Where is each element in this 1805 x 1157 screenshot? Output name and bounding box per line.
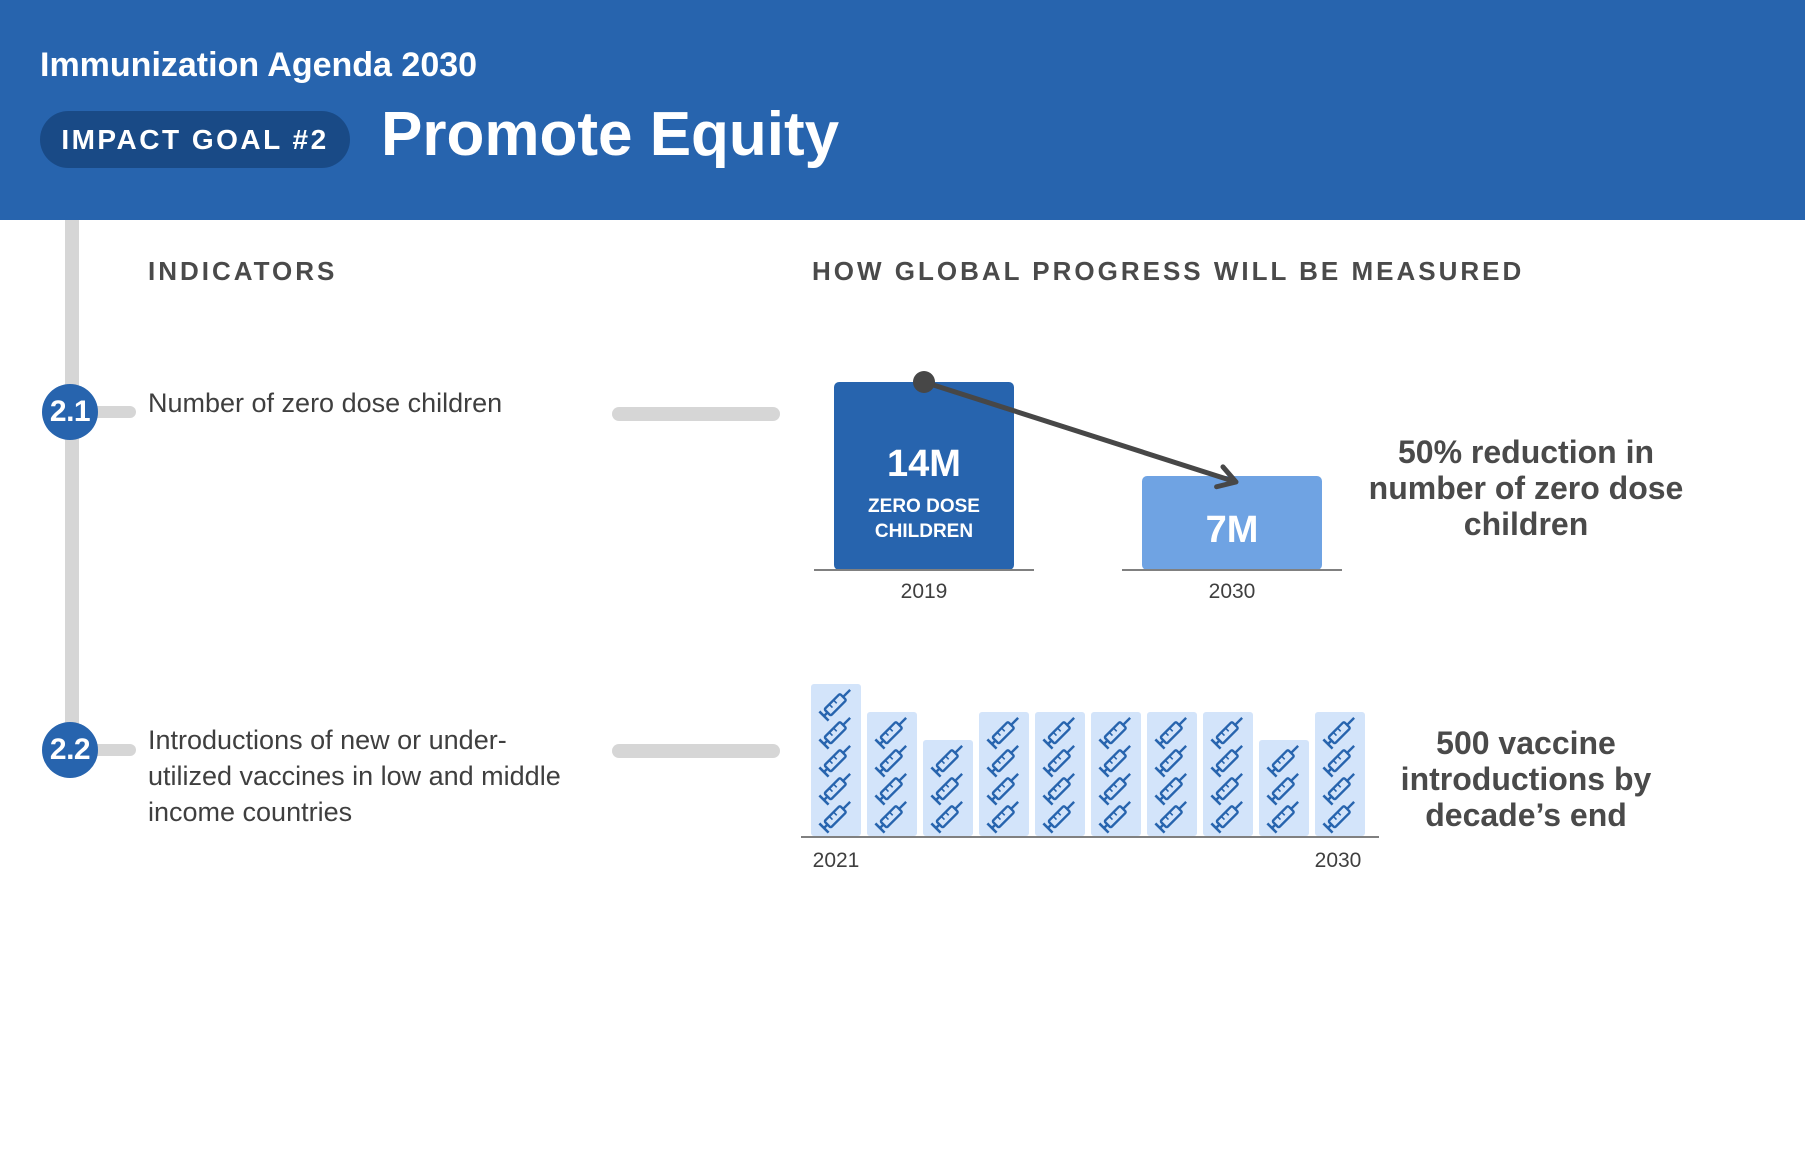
bar-2030 [1142, 476, 1322, 570]
bar-2019 [834, 382, 1014, 570]
syringe-icon [930, 745, 963, 778]
bar-background [811, 684, 861, 836]
impact-goal-badge: IMPACT GOAL #2 [40, 111, 350, 168]
bar-sublabel-line-2: CHILDREN [875, 521, 973, 542]
trend-arrow-dot [913, 371, 935, 393]
tick-label-end: 2030 [1314, 849, 1362, 872]
syringe-icon [986, 773, 1019, 806]
trend-arrow-line [923, 379, 1237, 485]
indicators-heading: INDICATORS [148, 256, 338, 286]
trend-arrow-head [1214, 464, 1239, 490]
syringe-icon [1098, 745, 1131, 778]
data-label-2030: 7M [1206, 509, 1259, 551]
syringe-icon [1042, 801, 1075, 834]
bar-background [923, 740, 973, 836]
tick-label-2030: 2030 [1208, 580, 1256, 603]
syringe-icon [1154, 745, 1187, 778]
syringe-icon [1210, 717, 1243, 750]
syringe-icon [1322, 745, 1355, 778]
bar-3 [923, 740, 973, 836]
indicator-text-2-2: Introductions of new or under-utilized v… [148, 725, 561, 827]
indicator-badge-2-2: 2.2 [42, 722, 98, 778]
syringe-icon [986, 717, 1019, 750]
syringe-icon [818, 745, 851, 778]
syringe-icon [1322, 773, 1355, 806]
syringe-icon [930, 801, 963, 834]
syringe-icon [1266, 745, 1299, 778]
syringe-icon [1042, 745, 1075, 778]
syringe-icon [1210, 773, 1243, 806]
syringe-icon [818, 689, 851, 722]
syringe-icon [1266, 801, 1299, 834]
bar-sublabel-line-1: ZERO DOSE [868, 496, 980, 517]
syringe-icon [1154, 801, 1187, 834]
syringe-icon [1042, 717, 1075, 750]
bar-1 [811, 684, 861, 836]
syringe-icon [1154, 773, 1187, 806]
bar-10 [1315, 712, 1365, 836]
row-connector-2 [612, 744, 780, 758]
bar-background [1259, 740, 1309, 836]
syringe-icon [1098, 801, 1131, 834]
syringe-icon [1210, 745, 1243, 778]
row-connector-1 [612, 407, 780, 421]
syringe-icon [818, 801, 851, 834]
tick-label-start: 2021 [812, 849, 860, 872]
syringe-icon [818, 773, 851, 806]
syringe-icon [874, 801, 907, 834]
bar-9 [1259, 740, 1309, 836]
syringe-icon [874, 773, 907, 806]
syringe-icon [930, 773, 963, 806]
bar-6 [1091, 712, 1141, 836]
syringe-icon [1210, 801, 1243, 834]
tick-label-2019: 2019 [900, 580, 948, 603]
bar-5 [1035, 712, 1085, 836]
bar-7 [1147, 712, 1197, 836]
timeline-line [65, 220, 79, 756]
measured-heading: HOW GLOBAL PROGRESS WILL BE MEASURED [812, 256, 1525, 286]
data-label-2019: 14M [887, 443, 961, 485]
syringe-icon [1322, 717, 1355, 750]
indicator-text-2-1: Number of zero dose children [148, 388, 503, 418]
bar-8 [1203, 712, 1253, 836]
bar-2 [867, 712, 917, 836]
syringe-icon [1266, 773, 1299, 806]
syringe-icon [874, 745, 907, 778]
syringe-icon [1322, 801, 1355, 834]
syringe-icon [1098, 773, 1131, 806]
result-text-2-2: 500 vaccine introductions by decade’s en… [1400, 725, 1652, 833]
syringe-icon [1154, 717, 1187, 750]
bar-4 [979, 712, 1029, 836]
syringe-icon [986, 745, 1019, 778]
indicator-badge-2-1: 2.1 [42, 384, 98, 440]
agenda-title: Immunization Agenda 2030 [40, 46, 478, 84]
header-banner: Immunization Agenda 2030 IMPACT GOAL #2 … [0, 0, 1805, 220]
page-title: Promote Equity [381, 100, 840, 169]
result-text-2-1: 50% reduction in number of zero dose chi… [1368, 434, 1684, 542]
syringe-icon [1042, 773, 1075, 806]
syringe-icon [1098, 717, 1131, 750]
syringe-icon [986, 801, 1019, 834]
syringe-icon [874, 717, 907, 750]
syringe-icon [818, 717, 851, 750]
